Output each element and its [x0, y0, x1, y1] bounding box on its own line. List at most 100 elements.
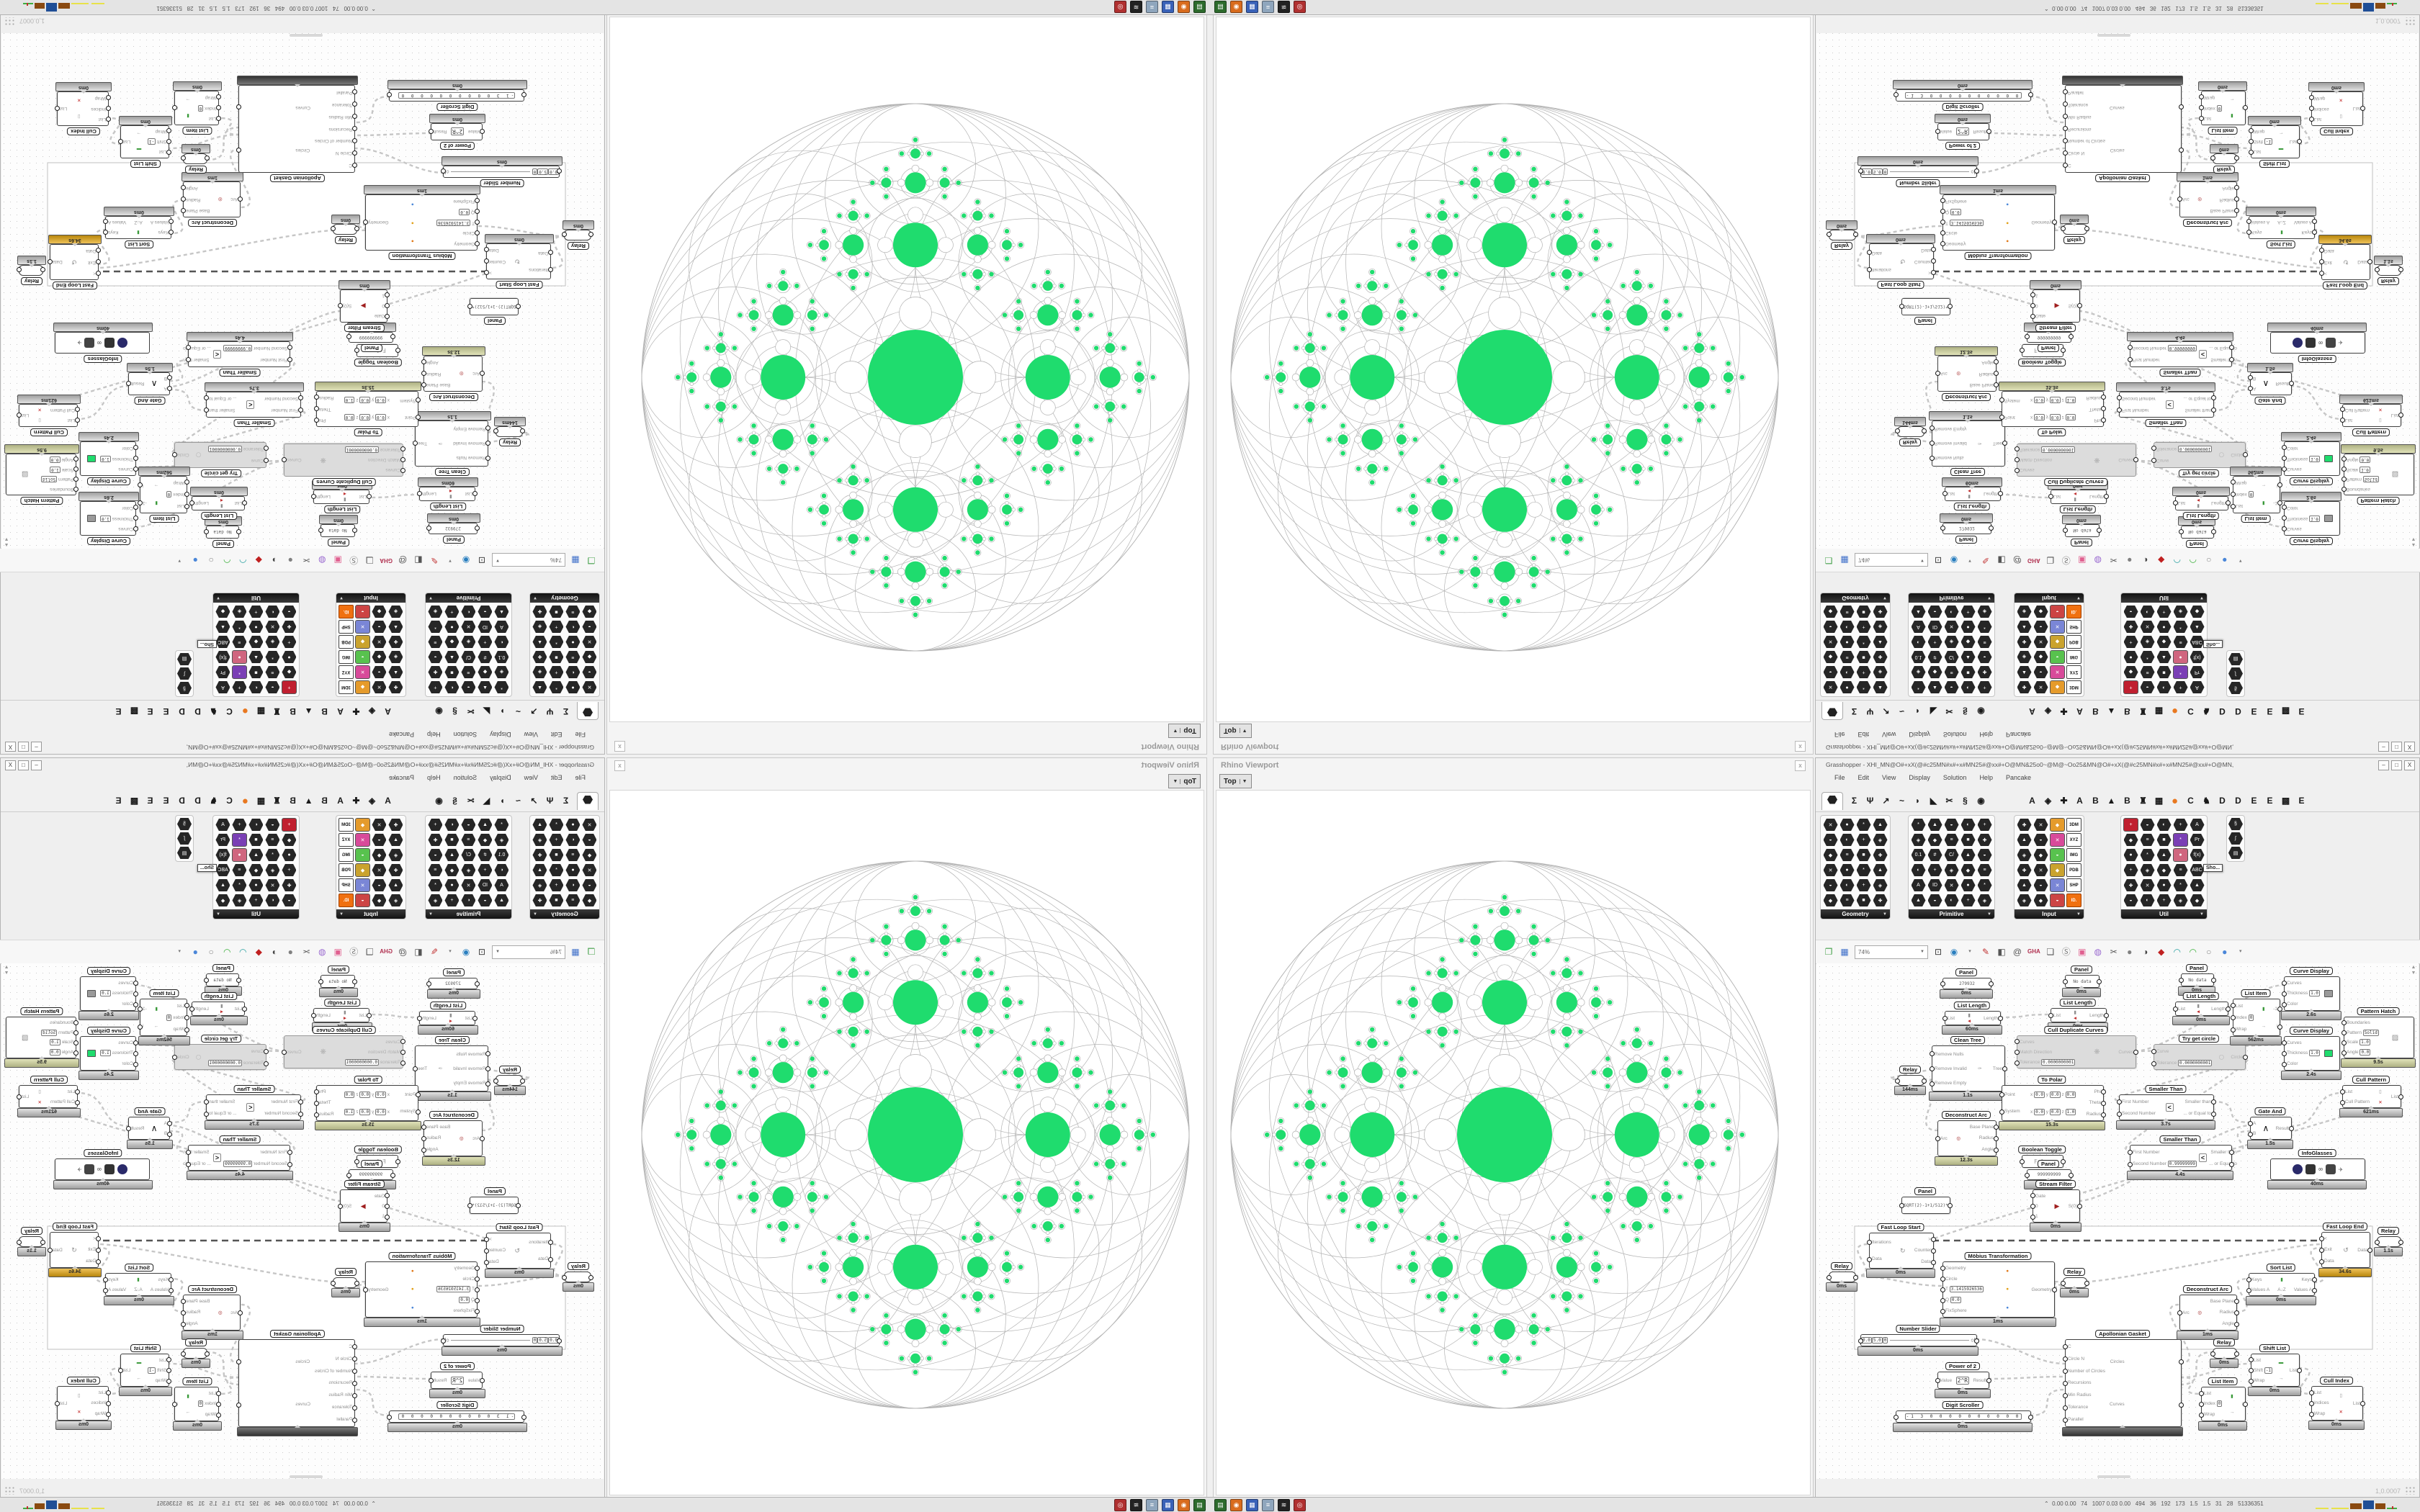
- component-icon[interactable]: ◒: [372, 834, 387, 846]
- save-file-button[interactable]: ▦: [1840, 947, 1849, 957]
- gh-node-stream-filter[interactable]: Stream Filter Gate 0 1 ▶ S(0) 0ms: [2030, 1180, 2082, 1232]
- sketch-pen-button[interactable]: ✎: [1981, 555, 1990, 565]
- component-icon[interactable]: #: [478, 849, 493, 861]
- input-port[interactable]: [2309, 1390, 2314, 1395]
- node-body[interactable]: Arc ◎ Base Plane Radius Angle: [181, 1295, 243, 1331]
- node-body[interactable]: Point System x 0.0 y 0.0 z 0.0 x 0.0 y 0.0 …: [314, 1085, 421, 1121]
- component-icon[interactable]: +: [282, 864, 297, 876]
- component-icon[interactable]: +: [2124, 636, 2138, 648]
- component-icon[interactable]: ≡: [462, 834, 476, 846]
- component-icon[interactable]: ●: [2157, 621, 2172, 633]
- component-icon[interactable]: ◒: [429, 651, 443, 663]
- component-icon[interactable]: ABC: [216, 636, 230, 648]
- output-port[interactable]: [103, 1277, 108, 1282]
- tab-category-0[interactable]: [577, 702, 599, 721]
- component-icon[interactable]: ◒: [355, 605, 370, 618]
- tab-plugin-2[interactable]: ✚: [2060, 706, 2068, 716]
- input-port[interactable]: [40, 1239, 45, 1245]
- component-icon[interactable]: C/: [462, 849, 476, 861]
- component-icon[interactable]: ■: [249, 834, 264, 846]
- component-icon[interactable]: ●: [2124, 651, 2138, 663]
- component-icon[interactable]: ◈: [2174, 606, 2188, 618]
- node-body[interactable]: List ▮ ◄ Length: [2048, 1008, 2109, 1022]
- input-port[interactable]: [352, 528, 357, 533]
- node-body[interactable]: C Circle N Number of Circles Recursions Min …: [2063, 1339, 2184, 1427]
- component-icon[interactable]: ◐: [495, 636, 509, 648]
- output-port[interactable]: [2234, 185, 2239, 190]
- tab-category-9[interactable]: ◉: [435, 706, 443, 716]
- component-icon[interactable]: ≡: [1839, 894, 1855, 906]
- gh-node-infoglasses[interactable]: InfoGlasses ∞ ✈ 40ms: [53, 1149, 153, 1189]
- tab-plugin-15[interactable]: E: [2267, 796, 2273, 806]
- input-port[interactable]: [2282, 1040, 2287, 1045]
- gh-node-cull-pattern[interactable]: Cull Pattern List Cull Pattern ▯ ✕ List 621ms: [2339, 395, 2403, 436]
- component-icon[interactable]: ◐: [1945, 606, 1959, 618]
- tab-plugin-17[interactable]: E: [115, 796, 122, 806]
- arc-teal-button[interactable]: ◠: [2173, 947, 2182, 957]
- input-port[interactable]: [2248, 1131, 2253, 1137]
- tab-plugin-13[interactable]: D: [179, 796, 185, 806]
- component-icon[interactable]: *: [495, 819, 509, 831]
- node-body[interactable]: Curves Thickness 1.0 Color: [2282, 501, 2340, 536]
- input-port[interactable]: [96, 1259, 101, 1264]
- gha-installer-button[interactable]: GHA: [380, 948, 393, 955]
- component-icon[interactable]: ◈: [2017, 651, 2032, 663]
- input-port[interactable]: [133, 1051, 138, 1056]
- component-icon[interactable]: +: [1960, 894, 1976, 906]
- tab-category-3[interactable]: ↗: [530, 706, 538, 716]
- component-icon[interactable]: ◆: [583, 651, 597, 663]
- gh-node-panel[interactable]: Panel No data 0ms: [318, 966, 358, 997]
- component-icon[interactable]: ◈: [429, 606, 443, 618]
- output-port[interactable]: [2211, 1099, 2216, 1104]
- component-icon[interactable]: XYZ: [2066, 665, 2081, 679]
- output-port[interactable]: [413, 1066, 418, 1071]
- input-port[interactable]: [2063, 89, 2068, 94]
- menu-display[interactable]: Display: [490, 731, 511, 738]
- input-port[interactable]: [480, 129, 485, 134]
- node-body[interactable]: Curves Match Direction Tolerance 0.0000000…: [2015, 444, 2138, 477]
- output-port[interactable]: [204, 529, 209, 534]
- menu-display[interactable]: Display: [1909, 731, 1930, 738]
- component-icon[interactable]: +: [478, 636, 493, 648]
- component-icon[interactable]: ◒: [2141, 681, 2155, 693]
- output-port[interactable]: [1931, 247, 1936, 252]
- tray-lamp-icon[interactable]: ◉: [1230, 1, 1242, 13]
- input-port[interactable]: [1935, 1378, 1940, 1383]
- save-file-button[interactable]: ▦: [571, 947, 580, 957]
- component-icon[interactable]: ✚: [1978, 666, 1992, 678]
- component-icon[interactable]: ▲: [1873, 864, 1888, 876]
- output-port[interactable]: [181, 1310, 186, 1315]
- output-port[interactable]: [186, 1149, 191, 1155]
- gh-node-sort-list[interactable]: Sort List Keys Values A ▮ A↓Z Keys Values A 0ms: [2246, 1264, 2317, 1305]
- component-icon[interactable]: ✕: [2050, 878, 2065, 892]
- tab-plugin-7[interactable]: ♜: [273, 796, 281, 806]
- output-port[interactable]: [1994, 1148, 1999, 1153]
- menu-edit[interactable]: Edit: [1857, 731, 1870, 738]
- output-port[interactable]: [189, 1007, 194, 1012]
- component-icon[interactable]: ◒: [1928, 606, 1942, 618]
- component-icon[interactable]: ◆: [1824, 606, 1838, 618]
- input-port[interactable]: [2319, 248, 2324, 253]
- gh-node-stream-filter[interactable]: Stream Filter Gate 0 1 ▶ S(0) 0ms: [2030, 280, 2082, 332]
- input-port[interactable]: [2063, 101, 2068, 107]
- component-icon[interactable]: ◆: [355, 818, 370, 832]
- component-icon[interactable]: ◈: [389, 606, 403, 618]
- zoom-select[interactable]: 74% ▼: [1855, 553, 1928, 567]
- input-port[interactable]: [472, 491, 478, 496]
- tray-calc-icon[interactable]: ≡: [1262, 1, 1274, 13]
- output-port[interactable]: [2104, 1013, 2109, 1018]
- component-icon[interactable]: ≡: [233, 864, 247, 876]
- tab-plugin-11[interactable]: ♞: [210, 796, 218, 806]
- input-port[interactable]: [2375, 267, 2380, 273]
- component-icon[interactable]: ◈: [533, 621, 547, 633]
- output-port[interactable]: [2084, 1280, 2089, 1286]
- gh-node-list-length[interactable]: List Length List ▮ ◄ Length 60ms: [1942, 1002, 2003, 1035]
- output-port[interactable]: [2289, 1126, 2294, 1131]
- input-port[interactable]: [2030, 303, 2035, 308]
- component-icon[interactable]: +: [282, 680, 297, 694]
- component-icon[interactable]: +: [1857, 621, 1871, 633]
- sphere-blue-button[interactable]: ●: [2222, 555, 2228, 565]
- output-port[interactable]: [2179, 104, 2184, 109]
- output-port[interactable]: [189, 500, 194, 505]
